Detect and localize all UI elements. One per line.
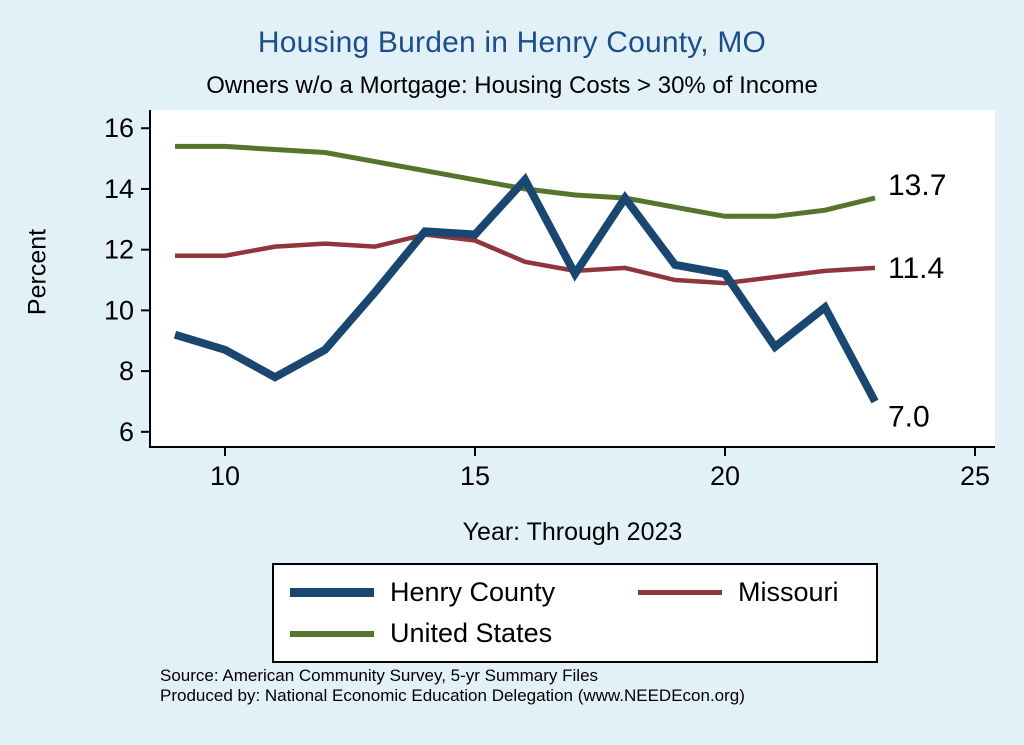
series-line-missouri [175, 232, 876, 286]
legend-item-henry-county: Henry County [290, 577, 638, 608]
x-axis-title: Year: Through 2023 [462, 518, 683, 546]
legend-label-missouri: Missouri [738, 577, 839, 607]
x-tick-label: 15 [460, 461, 490, 491]
y-tick-label: 8 [119, 356, 134, 386]
axes [149, 110, 995, 448]
series-line-henry-county [173, 172, 879, 404]
legend-swatch-united-states [290, 630, 374, 637]
end-label-united-states: 13.7 [888, 169, 946, 202]
x-tick-label: 25 [960, 461, 990, 491]
credit-note: Produced by: National Economic Education… [160, 686, 745, 705]
end-label-missouri: 11.4 [888, 252, 944, 285]
y-tick-label: 14 [104, 174, 134, 204]
legend-items: Henry County Missouri United States [290, 577, 866, 649]
source-note: Source: American Community Survey, 5-yr … [160, 666, 599, 685]
legend-label-united-states: United States [390, 618, 553, 648]
chart-title: Housing Burden in Henry County, MO [257, 26, 767, 59]
line-chart: 6 8 10 12 14 16 10 15 20 25 7.0 11.4 13.7 [104, 110, 995, 491]
legend: Henry County Missouri United States [272, 563, 878, 663]
y-tick-label: 6 [119, 417, 134, 447]
chart-subtitle: Owners w/o a Mortgage: Housing Costs > 3… [206, 72, 818, 99]
legend-swatch-missouri [638, 590, 722, 595]
plot-area [150, 110, 995, 447]
y-tick-label: 10 [104, 295, 134, 325]
source-block: Source: American Community Survey, 5-yr … [160, 666, 745, 706]
x-tick-label: 10 [210, 461, 240, 491]
legend-item-united-states: United States [290, 618, 638, 649]
y-tick-label: 16 [104, 113, 134, 143]
x-tick-label: 20 [710, 461, 740, 491]
legend-item-missouri: Missouri [638, 577, 866, 608]
legend-swatch-henry-county [290, 588, 374, 597]
series-line-united-states [175, 143, 876, 219]
end-label-henry-county: 7.0 [888, 400, 930, 433]
legend-label-henry-county: Henry County [390, 577, 556, 607]
y-tick-label: 12 [104, 235, 134, 265]
